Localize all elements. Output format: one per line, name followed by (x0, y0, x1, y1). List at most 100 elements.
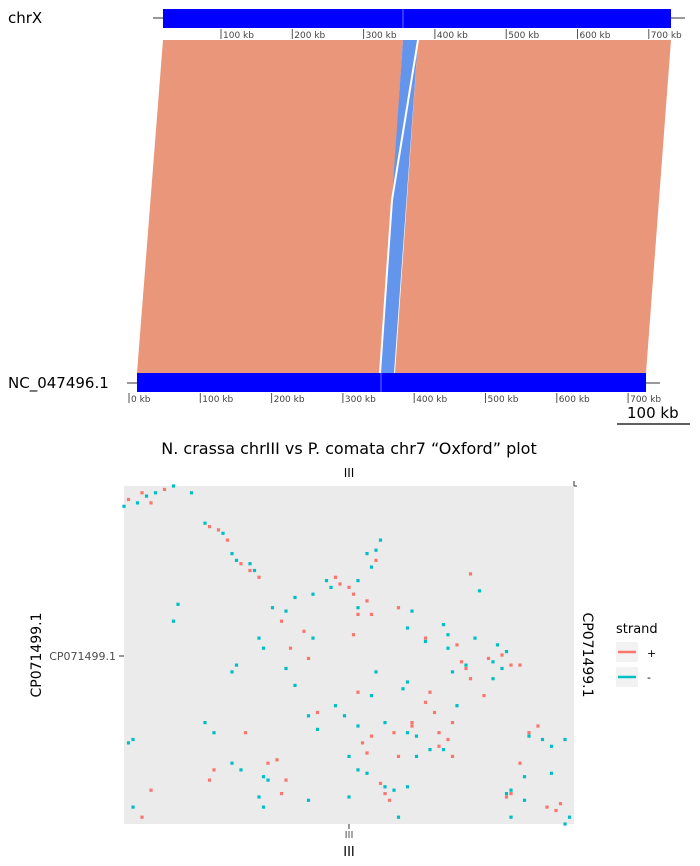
point-minus-83 (549, 744, 554, 748)
point-plus-70 (356, 690, 360, 694)
point-plus-19 (306, 656, 311, 660)
point-minus-55 (405, 785, 410, 789)
point-minus-27 (441, 623, 446, 627)
point-minus-82 (540, 737, 545, 742)
point-minus-26 (423, 639, 428, 644)
point-minus-70 (261, 775, 266, 779)
point-minus-4 (171, 484, 176, 488)
point-plus-33 (518, 663, 522, 667)
point-minus-87 (549, 771, 554, 775)
point-minus-47 (428, 748, 432, 752)
top-axis-ticks: 100 kb 200 kb 300 kb 400 kb 500 kb 600 kb 700 … (220, 29, 682, 41)
point-plus-66 (396, 754, 401, 758)
point-plus-41 (446, 737, 450, 742)
point-minus-35 (464, 663, 468, 667)
point-plus-11 (333, 575, 338, 579)
point-minus-46 (414, 734, 419, 738)
point-minus-8 (234, 558, 239, 562)
point-minus-34 (491, 660, 495, 664)
point-minus-78 (504, 792, 509, 796)
point-minus-33 (504, 650, 509, 654)
point-plus-13 (347, 585, 351, 589)
point-plus-4 (207, 525, 212, 529)
point-minus-76 (347, 795, 351, 799)
bottom-tick-label-7: 700 kb (630, 395, 661, 405)
point-minus-65 (171, 619, 176, 623)
point-plus-25 (455, 643, 459, 647)
bottom-axis-ticks: 0 kb 100 kb 200 kb 300 kb 400 kb 500 kb 600 kb… (128, 393, 661, 405)
bottom-genome-label: NC_047496.1 (8, 374, 109, 393)
point-plus-31 (486, 656, 491, 660)
point-minus-75 (261, 805, 266, 809)
top-chromosome-bar[interactable] (163, 9, 671, 28)
point-minus-84 (563, 737, 567, 742)
point-minus-10 (252, 568, 257, 573)
top-tick-label-5: 600 kb (580, 31, 611, 41)
point-plus-1 (140, 491, 144, 495)
point-plus-12 (338, 582, 342, 586)
point-minus-22 (365, 552, 369, 556)
point-minus-63 (261, 646, 266, 650)
point-minus-80 (522, 798, 527, 802)
point-plus-48 (387, 798, 392, 802)
point-minus-67 (212, 731, 216, 735)
point-minus-52 (383, 785, 387, 789)
point-plus-68 (392, 731, 396, 735)
point-plus-40 (437, 744, 441, 748)
point-minus-44 (383, 721, 387, 725)
point-plus-6 (225, 538, 230, 542)
point-plus-30 (500, 653, 504, 657)
point-minus-6 (221, 531, 225, 535)
point-plus-47 (383, 792, 387, 796)
point-minus-81 (527, 734, 531, 738)
point-plus-38 (432, 710, 437, 715)
point-plus-52 (275, 758, 279, 762)
point-minus-28 (446, 633, 450, 637)
point-plus-35 (423, 700, 428, 704)
point-plus-5 (216, 528, 221, 532)
point-plus-17 (351, 633, 356, 637)
point-plus-8 (248, 568, 252, 573)
point-minus-93 (500, 666, 504, 671)
point-minus-16 (324, 579, 329, 583)
point-minus-41 (333, 704, 338, 708)
point-minus-62 (257, 636, 261, 640)
point-minus-56 (306, 714, 311, 718)
point-minus-60 (234, 663, 239, 667)
point-minus-94 (414, 754, 419, 758)
point-minus-21 (378, 538, 383, 542)
point-minus-36 (450, 670, 455, 674)
chart-title: N. crassa chrIII vs P. comata chr7 “Oxfo… (161, 439, 536, 458)
point-minus-24 (410, 609, 414, 613)
bottom-tick-label-0: 0 kb (131, 395, 151, 405)
point-minus-88 (563, 822, 567, 826)
point-minus-42 (342, 714, 347, 718)
point-minus-89 (567, 815, 572, 819)
point-minus-64 (176, 602, 180, 606)
point-plus-51 (266, 761, 270, 765)
point-minus-17 (329, 585, 333, 589)
point-plus-39 (437, 731, 441, 735)
point-minus-91 (455, 704, 459, 708)
point-minus-57 (315, 727, 320, 731)
point-minus-50 (356, 768, 360, 772)
point-minus-9 (248, 562, 252, 566)
point-plus-34 (428, 690, 432, 694)
legend-label-plus: + (647, 647, 656, 660)
point-plus-61 (536, 724, 540, 728)
point-minus-61 (230, 670, 234, 674)
bottom-tick-label-5: 500 kb (488, 395, 519, 405)
legend-label-minus: - (647, 671, 651, 684)
y-tick-label: CP071499.1 (49, 650, 116, 663)
top-tick-label-1: 200 kb (294, 31, 325, 41)
point-minus-15 (311, 592, 315, 596)
point-minus-92 (491, 677, 495, 681)
bottom-chromosome-bar[interactable] (137, 373, 646, 392)
bottom-tick-label-2: 200 kb (274, 395, 305, 405)
x-top-label: III (344, 466, 355, 480)
point-plus-32 (509, 663, 513, 667)
legend-title: strand (616, 622, 658, 637)
point-plus-65 (518, 761, 522, 765)
top-tick-label-0: 100 kb (223, 31, 254, 41)
point-minus-2 (144, 494, 149, 498)
